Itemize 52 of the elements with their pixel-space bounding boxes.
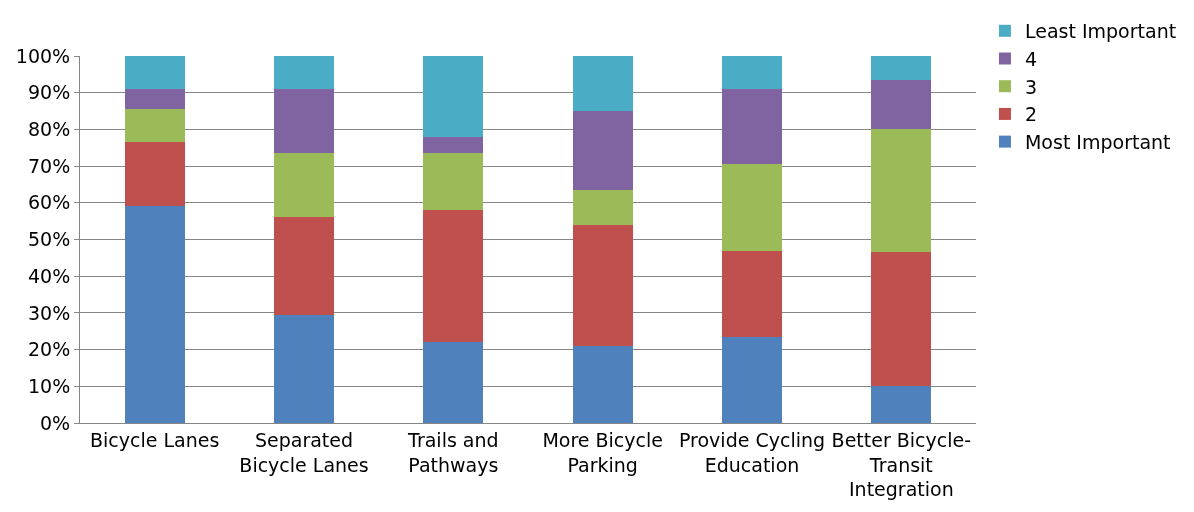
bar	[423, 153, 484, 211]
bar	[274, 217, 334, 315]
bar	[572, 345, 633, 423]
bar	[124, 142, 185, 207]
bar	[274, 56, 334, 90]
y-tick-label: 80%	[27, 118, 71, 141]
bar	[871, 386, 932, 423]
x-tick-label: More Bicycle Parking	[542, 428, 663, 476]
bar	[572, 224, 633, 346]
y-tick-label: 60%	[27, 191, 71, 214]
bar	[572, 189, 633, 225]
bar	[871, 129, 932, 253]
x-tick-label: Provide Cycling Education	[678, 428, 826, 476]
bar	[274, 89, 334, 154]
y-tick-label: 90%	[27, 81, 71, 104]
bar	[722, 250, 782, 337]
legend-label: 3	[1024, 75, 1038, 98]
bar	[722, 89, 782, 165]
bar	[274, 153, 334, 218]
legend-label: 4	[1024, 47, 1038, 70]
bar	[871, 79, 932, 130]
bar	[871, 56, 932, 80]
y-tick-label: 70%	[27, 154, 71, 177]
x-tick-label: Trails and Pathways	[407, 428, 499, 476]
x-tick-label: Better Bicycle-Transit Integration	[831, 428, 972, 501]
y-tick-label: 40%	[27, 264, 71, 287]
x-tick-label: Separated Bicycle Lanes	[239, 428, 369, 476]
bar	[423, 136, 484, 154]
bar	[124, 206, 185, 423]
bar	[124, 56, 185, 90]
bar	[572, 111, 633, 190]
y-tick-label: 30%	[27, 301, 71, 324]
bar	[423, 210, 484, 343]
y-tick-label: 50%	[27, 228, 71, 251]
bar	[423, 56, 484, 137]
y-tick-label: 100%	[15, 44, 71, 67]
bar	[124, 89, 185, 110]
bar	[124, 109, 185, 143]
legend-label: 2	[1024, 103, 1038, 126]
bar	[572, 56, 633, 112]
y-tick-label: 0%	[40, 411, 71, 434]
y-tick-label: 10%	[27, 374, 71, 397]
bar	[274, 314, 334, 423]
bar	[423, 342, 484, 423]
bar	[722, 164, 782, 251]
bar	[722, 336, 782, 423]
bar	[722, 56, 782, 90]
y-tick-label: 20%	[27, 338, 71, 361]
bar	[871, 252, 932, 387]
legend-label: Most Important	[1024, 131, 1171, 154]
x-tick-label: Bicycle Lanes	[90, 428, 220, 451]
legend-label: Least Important	[1024, 20, 1177, 43]
